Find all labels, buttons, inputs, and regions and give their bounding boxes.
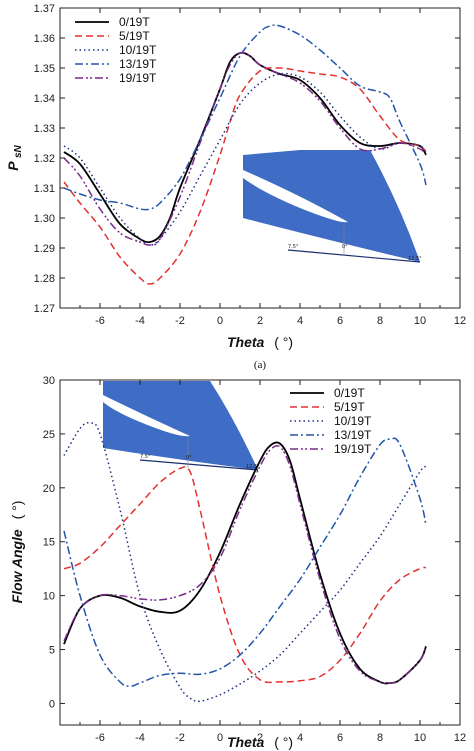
x-tick-label: -6	[95, 315, 105, 327]
x-tick-label: -6	[95, 732, 105, 744]
chart-pressure: 7.5° 0° 12.5° -6 -4 -2 0 2 4 6 8 10 12 1.271.281.…	[5, 3, 466, 371]
y-axis-unit: ( °)	[9, 501, 25, 520]
x-axis-title: Theta ( °)	[227, 734, 293, 750]
series-line-10-19T	[63, 72, 427, 246]
x-axis-label: Theta	[227, 334, 265, 350]
legend-label: 0/19T	[334, 386, 365, 400]
x-axis-title: Theta ( °)	[227, 334, 293, 350]
chart-flow-angle: 7.5° 0° 12.5° -6 -4 -2 0 2 4 6 8 10 12 0 5 10 15 20 25…	[9, 375, 466, 750]
inset-blade-passage	[103, 381, 258, 470]
inset-label-center: 0°	[186, 455, 192, 461]
x-ticks: -6 -4 -2 0 2 4 6 8 10 12	[79, 380, 466, 744]
x-tick-label: 8	[377, 315, 383, 327]
series-line-19-19T	[63, 51, 427, 246]
y-tick-label: 15	[43, 537, 55, 549]
y-ticks: 0 5 10 15 20 25 30	[43, 375, 460, 710]
y-tick-label: 1.37	[34, 3, 55, 15]
y-axis-title: P sN	[5, 144, 24, 170]
y-axis-label: P	[5, 161, 21, 171]
x-tick-label: 0	[217, 315, 223, 327]
x-tick-label: 6	[337, 732, 343, 744]
y-axis-label: Flow Angle	[9, 529, 25, 603]
y-tick-label: 1.32	[34, 153, 55, 165]
x-tick-label: 12	[454, 315, 466, 327]
series-line-19-19T	[63, 444, 427, 685]
y-tick-label: 10	[43, 591, 55, 603]
y-tick-label: 1.29	[34, 243, 55, 255]
inset-label-left: 7.5°	[288, 244, 299, 250]
series-line-0-19T	[63, 441, 427, 685]
x-axis-unit: ( °)	[274, 334, 293, 350]
y-tick-label: 1.28	[34, 273, 55, 285]
y-tick-label: 1.33	[34, 123, 55, 135]
series-line-0-19T	[63, 51, 427, 244]
legend-label: 10/19T	[334, 414, 372, 428]
blade-inset: 7.5° 0° 12.5°	[243, 150, 422, 263]
y-tick-label: 30	[43, 375, 55, 387]
y-tick-label: 1.36	[34, 33, 55, 45]
x-tick-label: -4	[135, 315, 145, 327]
x-axis-label: Theta	[227, 734, 265, 750]
y-tick-label: 25	[43, 429, 55, 441]
legend-label: 5/19T	[119, 29, 150, 43]
series-line-13-19T	[63, 24, 427, 211]
legend-label: 13/19T	[119, 57, 157, 71]
y-tick-label: 1.30	[34, 213, 55, 225]
inset-blade	[103, 395, 190, 437]
x-tick-label: 4	[297, 315, 303, 327]
x-tick-label: 10	[414, 315, 426, 327]
y-tick-label: 0	[49, 698, 55, 710]
x-tick-label: -2	[175, 315, 185, 327]
y-tick-label: 1.31	[34, 183, 55, 195]
x-tick-label: 4	[297, 732, 303, 744]
legend-label: 5/19T	[334, 400, 365, 414]
x-ticks: -6 -4 -2 0 2 4 6 8 10 12	[79, 8, 466, 327]
series-group	[63, 24, 427, 285]
x-tick-label: -4	[135, 732, 145, 744]
x-tick-label: 2	[257, 732, 263, 744]
series-line-5-19T	[63, 67, 427, 285]
y-tick-label: 5	[49, 645, 55, 657]
legend-label: 19/19T	[334, 442, 372, 456]
inset-label-left: 7.5°	[140, 454, 151, 460]
x-axis-unit: ( °)	[274, 734, 293, 750]
inset-hub-line	[287, 249, 421, 263]
inset-label-right: 12.5°	[408, 256, 422, 262]
inset-label-right: 12.5°	[246, 464, 260, 470]
subfigure-caption: (a)	[254, 359, 267, 371]
y-tick-label: 1.34	[34, 93, 55, 105]
x-tick-label: 6	[337, 315, 343, 327]
x-tick-label: 10	[414, 732, 426, 744]
x-tick-label: 0	[217, 732, 223, 744]
y-tick-label: 20	[43, 483, 55, 495]
blade-inset: 7.5° 0° 12.5°	[103, 381, 260, 471]
y-ticks: 1.27 1.28 1.29 1.30 1.31 1.32 1.33 1.34 1.35 1.36…	[34, 3, 460, 315]
legend-label: 10/19T	[119, 43, 157, 57]
series-line-13-19T	[63, 437, 427, 687]
y-tick-label: 1.35	[34, 63, 55, 75]
x-tick-label: 12	[454, 732, 466, 744]
x-tick-label: -2	[175, 732, 185, 744]
legend-label: 19/19T	[119, 71, 157, 85]
y-axis-label-sub: sN	[13, 144, 24, 158]
series-group	[63, 422, 427, 703]
legend-label: 0/19T	[119, 15, 150, 29]
legend-label: 13/19T	[334, 428, 372, 442]
x-tick-label: 8	[377, 732, 383, 744]
x-tick-label: 2	[257, 315, 263, 327]
inset-blade	[243, 170, 348, 223]
y-axis-title: Flow Angle ( °)	[9, 501, 25, 604]
y-tick-label: 1.27	[34, 303, 55, 315]
inset-hub-line	[139, 459, 259, 471]
inset-blade-passage	[243, 150, 420, 262]
inset-label-center: 0°	[342, 244, 348, 250]
